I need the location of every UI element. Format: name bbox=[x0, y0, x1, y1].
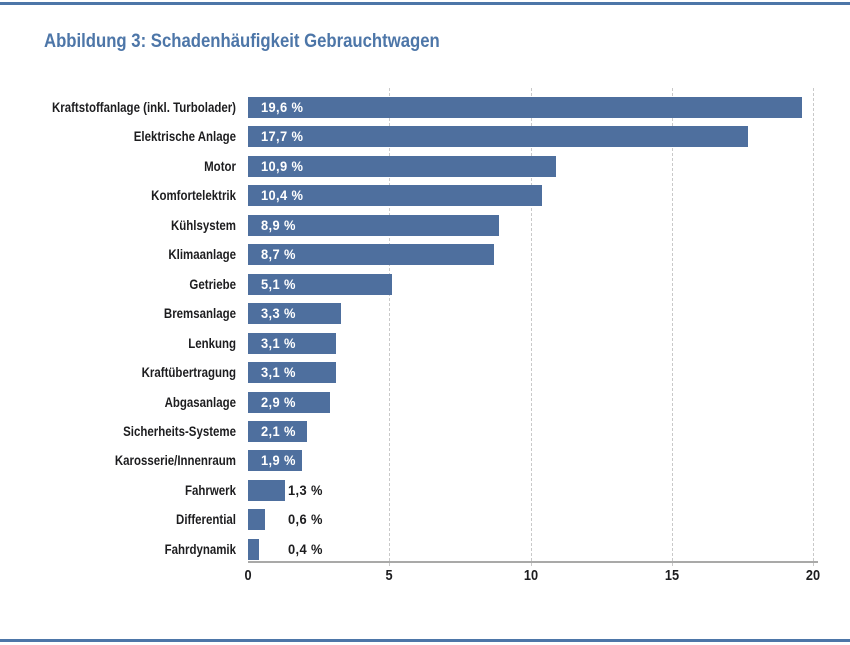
gridline-5 bbox=[389, 88, 390, 566]
bar bbox=[248, 450, 302, 471]
value-label: 0,4 % bbox=[288, 541, 323, 557]
value-label: 8,7 % bbox=[261, 246, 296, 262]
chart-row: Abgasanlage 2,9 % bbox=[0, 392, 850, 413]
top-rule bbox=[0, 2, 850, 5]
chart-row: Kühlsystem 8,9 % bbox=[0, 215, 850, 236]
chart-row: Fahrwerk 1,3 % bbox=[0, 480, 850, 501]
category-label: Fahrdynamik bbox=[164, 542, 236, 557]
category-label: Kraftübertragung bbox=[141, 365, 236, 380]
chart-row: Getriebe 5,1 % bbox=[0, 274, 850, 295]
chart-row: Komfortelektrik 10,4 % bbox=[0, 185, 850, 206]
value-label: 3,1 % bbox=[261, 364, 296, 380]
bottom-rule bbox=[0, 639, 850, 642]
bar bbox=[248, 303, 341, 324]
category-label: Klimaanlage bbox=[168, 247, 236, 262]
value-label: 3,3 % bbox=[261, 305, 296, 321]
chart-row: Sicherheits-Systeme 2,1 % bbox=[0, 421, 850, 442]
bar bbox=[248, 274, 392, 295]
value-label: 3,1 % bbox=[261, 335, 296, 351]
gridline-10 bbox=[531, 88, 532, 566]
x-tick-label: 20 bbox=[805, 568, 821, 584]
figure-title: Abbildung 3: Schadenhäufigkeit Gebraucht… bbox=[44, 31, 440, 52]
value-label: 10,4 % bbox=[261, 187, 304, 203]
chart-row: Karosserie/Innenraum 1,9 % bbox=[0, 450, 850, 471]
bar bbox=[248, 126, 748, 147]
category-label: Lenkung bbox=[188, 336, 236, 351]
gridline-15 bbox=[672, 88, 673, 566]
chart-row: Motor 10,9 % bbox=[0, 156, 850, 177]
category-label: Fahrwerk bbox=[184, 483, 236, 498]
bar bbox=[248, 97, 802, 118]
bar bbox=[248, 333, 336, 354]
category-label: Sicherheits-Systeme bbox=[123, 424, 236, 439]
value-label: 10,9 % bbox=[261, 158, 304, 174]
value-label: 1,9 % bbox=[261, 452, 296, 468]
category-label: Getriebe bbox=[189, 277, 236, 292]
chart-row: Lenkung 3,1 % bbox=[0, 333, 850, 354]
category-label: Kraftstoffanlage (inkl. Turbolader) bbox=[51, 100, 236, 115]
chart-row: Kraftübertragung 3,1 % bbox=[0, 362, 850, 383]
gridline-20 bbox=[813, 88, 814, 566]
chart-row: Bremsanlage 3,3 % bbox=[0, 303, 850, 324]
value-label: 1,3 % bbox=[288, 482, 323, 498]
bar bbox=[248, 509, 265, 530]
value-label: 19,6 % bbox=[261, 99, 304, 115]
x-tick-label: 0 bbox=[244, 568, 252, 584]
bar bbox=[248, 215, 499, 236]
value-label: 8,9 % bbox=[261, 217, 296, 233]
chart-row: Klimaanlage 8,7 % bbox=[0, 244, 850, 265]
bar bbox=[248, 392, 330, 413]
chart-row: Differential 0,6 % bbox=[0, 509, 850, 530]
x-tick-label: 15 bbox=[664, 568, 680, 584]
bar bbox=[248, 362, 336, 383]
value-label: 5,1 % bbox=[261, 276, 296, 292]
chart-row: Kraftstoffanlage (inkl. Turbolader) 19,6 … bbox=[0, 97, 850, 118]
value-label: 2,9 % bbox=[261, 394, 296, 410]
category-label: Kühlsystem bbox=[170, 218, 236, 233]
category-label: Abgasanlage bbox=[164, 395, 236, 410]
bar bbox=[248, 421, 307, 442]
value-label: 0,6 % bbox=[288, 511, 323, 527]
chart-row: Fahrdynamik 0,4 % bbox=[0, 539, 850, 560]
bar bbox=[248, 244, 494, 265]
x-tick-label: 10 bbox=[523, 568, 539, 584]
value-label: 17,7 % bbox=[261, 128, 304, 144]
chart-row: Elektrische Anlage 17,7 % bbox=[0, 126, 850, 147]
x-tick-label: 5 bbox=[385, 568, 393, 584]
bar bbox=[248, 156, 556, 177]
category-label: Differential bbox=[176, 512, 236, 527]
category-label: Komfortelektrik bbox=[151, 188, 236, 203]
category-label: Bremsanlage bbox=[163, 306, 236, 321]
bar bbox=[248, 539, 259, 560]
category-label: Motor bbox=[204, 159, 236, 174]
x-axis-line bbox=[248, 561, 818, 563]
category-label: Karosserie/Innenraum bbox=[114, 453, 236, 468]
bar bbox=[248, 185, 542, 206]
bar bbox=[248, 480, 285, 501]
category-label: Elektrische Anlage bbox=[133, 129, 236, 144]
value-label: 2,1 % bbox=[261, 423, 296, 439]
